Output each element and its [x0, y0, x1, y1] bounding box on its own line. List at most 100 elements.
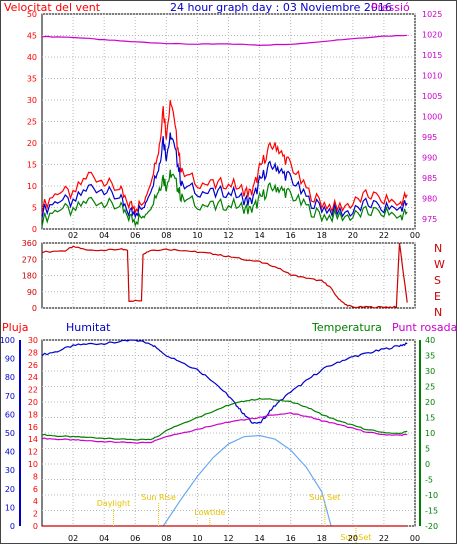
humidity-label: Humitat [66, 321, 111, 334]
rain-y-tick-label: 8 [33, 472, 38, 481]
pressure-y-tick-label: 1010 [422, 71, 442, 80]
rain-y-tick-label: 14 [28, 435, 38, 444]
annotation-label: Sun Rise [141, 493, 176, 502]
x-tick-label: 16 [286, 231, 296, 240]
humidity-y-tick-label: 10 [5, 503, 15, 512]
pressure-y-tick-label: 990 [422, 153, 437, 162]
temperature-axis: -20 -15 -10 -5 0 5 10 15 20 25 30 35 40 [419, 336, 438, 531]
annotation-label: Daylight [97, 499, 131, 508]
pressure-line [41, 34, 408, 47]
dew-point-label: Punt rosada [392, 321, 457, 334]
astro-annotations: Daylight Sun Rise Lowtide Sun Set Sun Set [97, 493, 371, 543]
temperature-y-tick-label: 40 [425, 336, 435, 345]
pressure-label: Pressió [371, 1, 410, 14]
rain-y-tick-label: 2 [33, 510, 38, 519]
gust-line [41, 100, 408, 215]
temperature-y-tick-label: -5 [425, 476, 433, 485]
x-tick-label: 12 [223, 231, 233, 240]
temperature-y-tick-label: 0 [425, 460, 430, 469]
wind-grid [42, 13, 416, 230]
temperature-y-tick-label: -10 [425, 491, 438, 500]
direction-y-tick-label: 360 [22, 239, 37, 248]
direction-y-tick-label: 180 [22, 272, 37, 281]
chart-title: 24 hour graph day : 03 Noviembre 2016 [170, 1, 392, 14]
pressure-y-tick-label: 1000 [422, 112, 442, 121]
dew-point-line [41, 412, 408, 444]
compass-label: E [434, 290, 441, 303]
wind-y-tick-label: 35 [27, 75, 37, 84]
x-tick-label: 16 [286, 534, 296, 543]
rain-y-tick-label: 28 [28, 348, 38, 357]
x-tick-label: 18 [317, 534, 327, 543]
wind-left-axis: 0 5 10 15 20 25 30 35 40 45 50 [27, 10, 37, 234]
temperature-line [41, 397, 408, 441]
rain-y-tick-label: 10 [28, 460, 38, 469]
rain-y-tick-label: 0 [33, 522, 38, 531]
humidity-y-tick-label: 70 [5, 392, 15, 401]
wind-y-tick-label: 25 [27, 118, 37, 127]
temperature-y-tick-label: 30 [425, 367, 435, 376]
wind-y-tick-label: 10 [27, 182, 37, 191]
compass-label: N [434, 306, 442, 319]
compass-label: S [434, 274, 441, 287]
humidity-y-tick-label: 60 [5, 410, 15, 419]
direction-y-tick-label: 90 [27, 288, 37, 297]
annotation-label: Lowtide [194, 508, 225, 517]
rain-y-tick-label: 26 [28, 361, 38, 370]
direction-left-axis: 0 90 180 270 360 [22, 239, 37, 313]
wind-y-tick-label: 45 [27, 32, 37, 41]
temperature-y-tick-label: 20 [425, 398, 435, 407]
x-tick-label: 02 [68, 231, 78, 240]
humidity-y-tick-label: 50 [5, 429, 15, 438]
direction-grid [42, 242, 416, 309]
x-tick-label: 04 [99, 534, 109, 543]
direction-y-tick-label: 0 [32, 304, 37, 313]
x-tick-label: 04 [99, 231, 109, 240]
annotation-label: Sun Set [309, 493, 340, 502]
x-tick-label: 14 [254, 231, 264, 240]
wind-y-tick-label: 15 [27, 161, 37, 170]
wind-series [41, 34, 408, 228]
pressure-y-tick-label: 1005 [422, 92, 442, 101]
humidity-y-tick-label: 40 [5, 448, 15, 457]
rain-y-tick-label: 24 [28, 373, 38, 382]
humidity-y-tick-label: 30 [5, 466, 15, 475]
humidity-axis: 0 10 20 30 40 50 60 70 80 90 100 [0, 336, 21, 531]
x-tick-label: 18 [317, 231, 327, 240]
speed-line [41, 132, 408, 219]
wind-x-axis: 02 04 06 08 10 12 14 16 18 20 22 00 [68, 231, 420, 240]
rain-y-tick-label: 30 [28, 336, 38, 345]
rain-y-tick-label: 6 [33, 485, 38, 494]
pressure-y-tick-label: 985 [422, 174, 437, 183]
humidity-y-tick-label: 20 [5, 485, 15, 494]
rain-y-tick-label: 16 [28, 423, 38, 432]
pressure-y-tick-label: 995 [422, 133, 437, 142]
x-tick-label: 08 [161, 534, 171, 543]
x-tick-label: 12 [223, 534, 233, 543]
humidity-y-tick-label: 90 [5, 355, 15, 364]
temp-x-axis: 02 04 06 08 10 12 14 16 18 20 22 00 [68, 534, 420, 543]
x-tick-label: 00 [410, 534, 420, 543]
rain-y-tick-label: 4 [33, 497, 38, 506]
temperature-y-tick-label: -15 [425, 507, 438, 516]
x-tick-label: 06 [130, 231, 140, 240]
rain-y-tick-label: 12 [28, 448, 38, 457]
avg-wind-line [41, 169, 408, 228]
direction-y-tick-label: 270 [22, 255, 37, 264]
wind-y-tick-label: 20 [27, 139, 37, 148]
compass-label: W [434, 258, 445, 271]
temperature-y-tick-label: 15 [425, 414, 435, 423]
direction-line [41, 243, 408, 309]
x-tick-label: 00 [410, 231, 420, 240]
rain-y-tick-label: 18 [28, 410, 38, 419]
pressure-y-tick-label: 1025 [422, 10, 442, 19]
rain-y-tick-label: 20 [28, 398, 38, 407]
humidity-y-tick-label: 0 [10, 522, 15, 531]
solar-line [162, 434, 332, 527]
pressure-right-axis: 975 980 985 990 995 1000 1005 1010 1015 1020 1025 [422, 10, 442, 224]
temperature-y-tick-label: 5 [425, 445, 430, 454]
direction-series [41, 243, 408, 309]
